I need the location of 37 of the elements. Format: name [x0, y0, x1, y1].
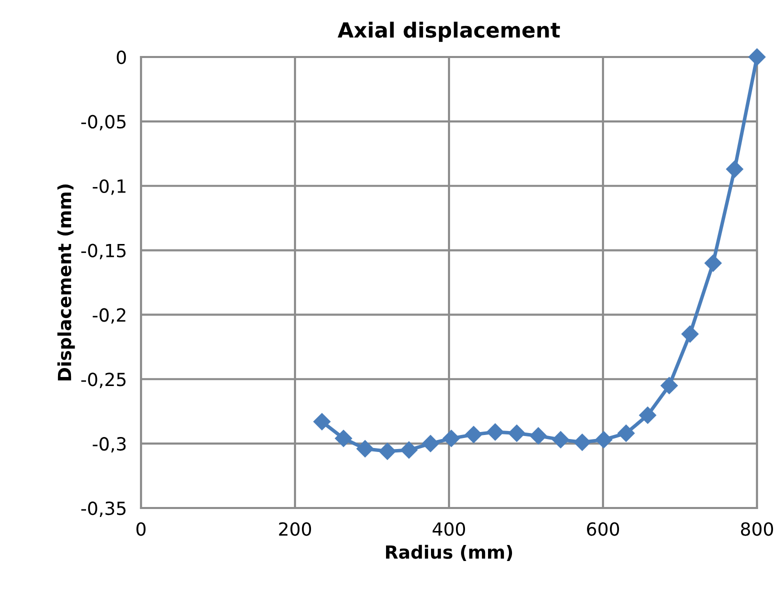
point — [530, 427, 547, 444]
point — [595, 431, 612, 448]
y-tick-label: -0,3 — [92, 437, 126, 453]
point — [378, 442, 396, 460]
point — [313, 413, 330, 430]
point — [486, 423, 504, 441]
point — [574, 434, 591, 451]
point — [660, 377, 678, 394]
y-tick-label: -0,1 — [92, 179, 126, 195]
point — [465, 426, 482, 444]
x-axis-title: Radius (mm) — [386, 544, 512, 562]
point — [704, 254, 722, 272]
chart-title: Axial displacement — [338, 22, 560, 42]
x-tick-label: 0 — [136, 522, 146, 536]
point — [639, 406, 656, 424]
point — [508, 424, 526, 442]
y-tick-label: -0,15 — [81, 244, 126, 260]
point — [422, 435, 440, 452]
point — [681, 325, 699, 343]
point — [334, 430, 352, 447]
point — [748, 48, 766, 66]
point — [552, 431, 570, 448]
y-axis-title: Displacement (mm) — [57, 184, 75, 380]
y-tick-label: -0,2 — [92, 308, 126, 324]
point — [618, 424, 635, 442]
y-tick-label: -0,05 — [81, 114, 126, 130]
x-tick-label: 600 — [587, 522, 620, 536]
y-tick-label: -0,35 — [81, 501, 126, 517]
y-tick-label: 0 — [116, 50, 126, 64]
point — [726, 160, 744, 178]
point — [442, 430, 460, 447]
x-tick-label: 800 — [740, 522, 774, 536]
point — [400, 441, 418, 459]
x-tick-label: 400 — [432, 522, 466, 536]
y-tick-label: -0,25 — [81, 372, 126, 388]
x-tick-label: 200 — [279, 522, 312, 536]
point — [356, 440, 374, 458]
